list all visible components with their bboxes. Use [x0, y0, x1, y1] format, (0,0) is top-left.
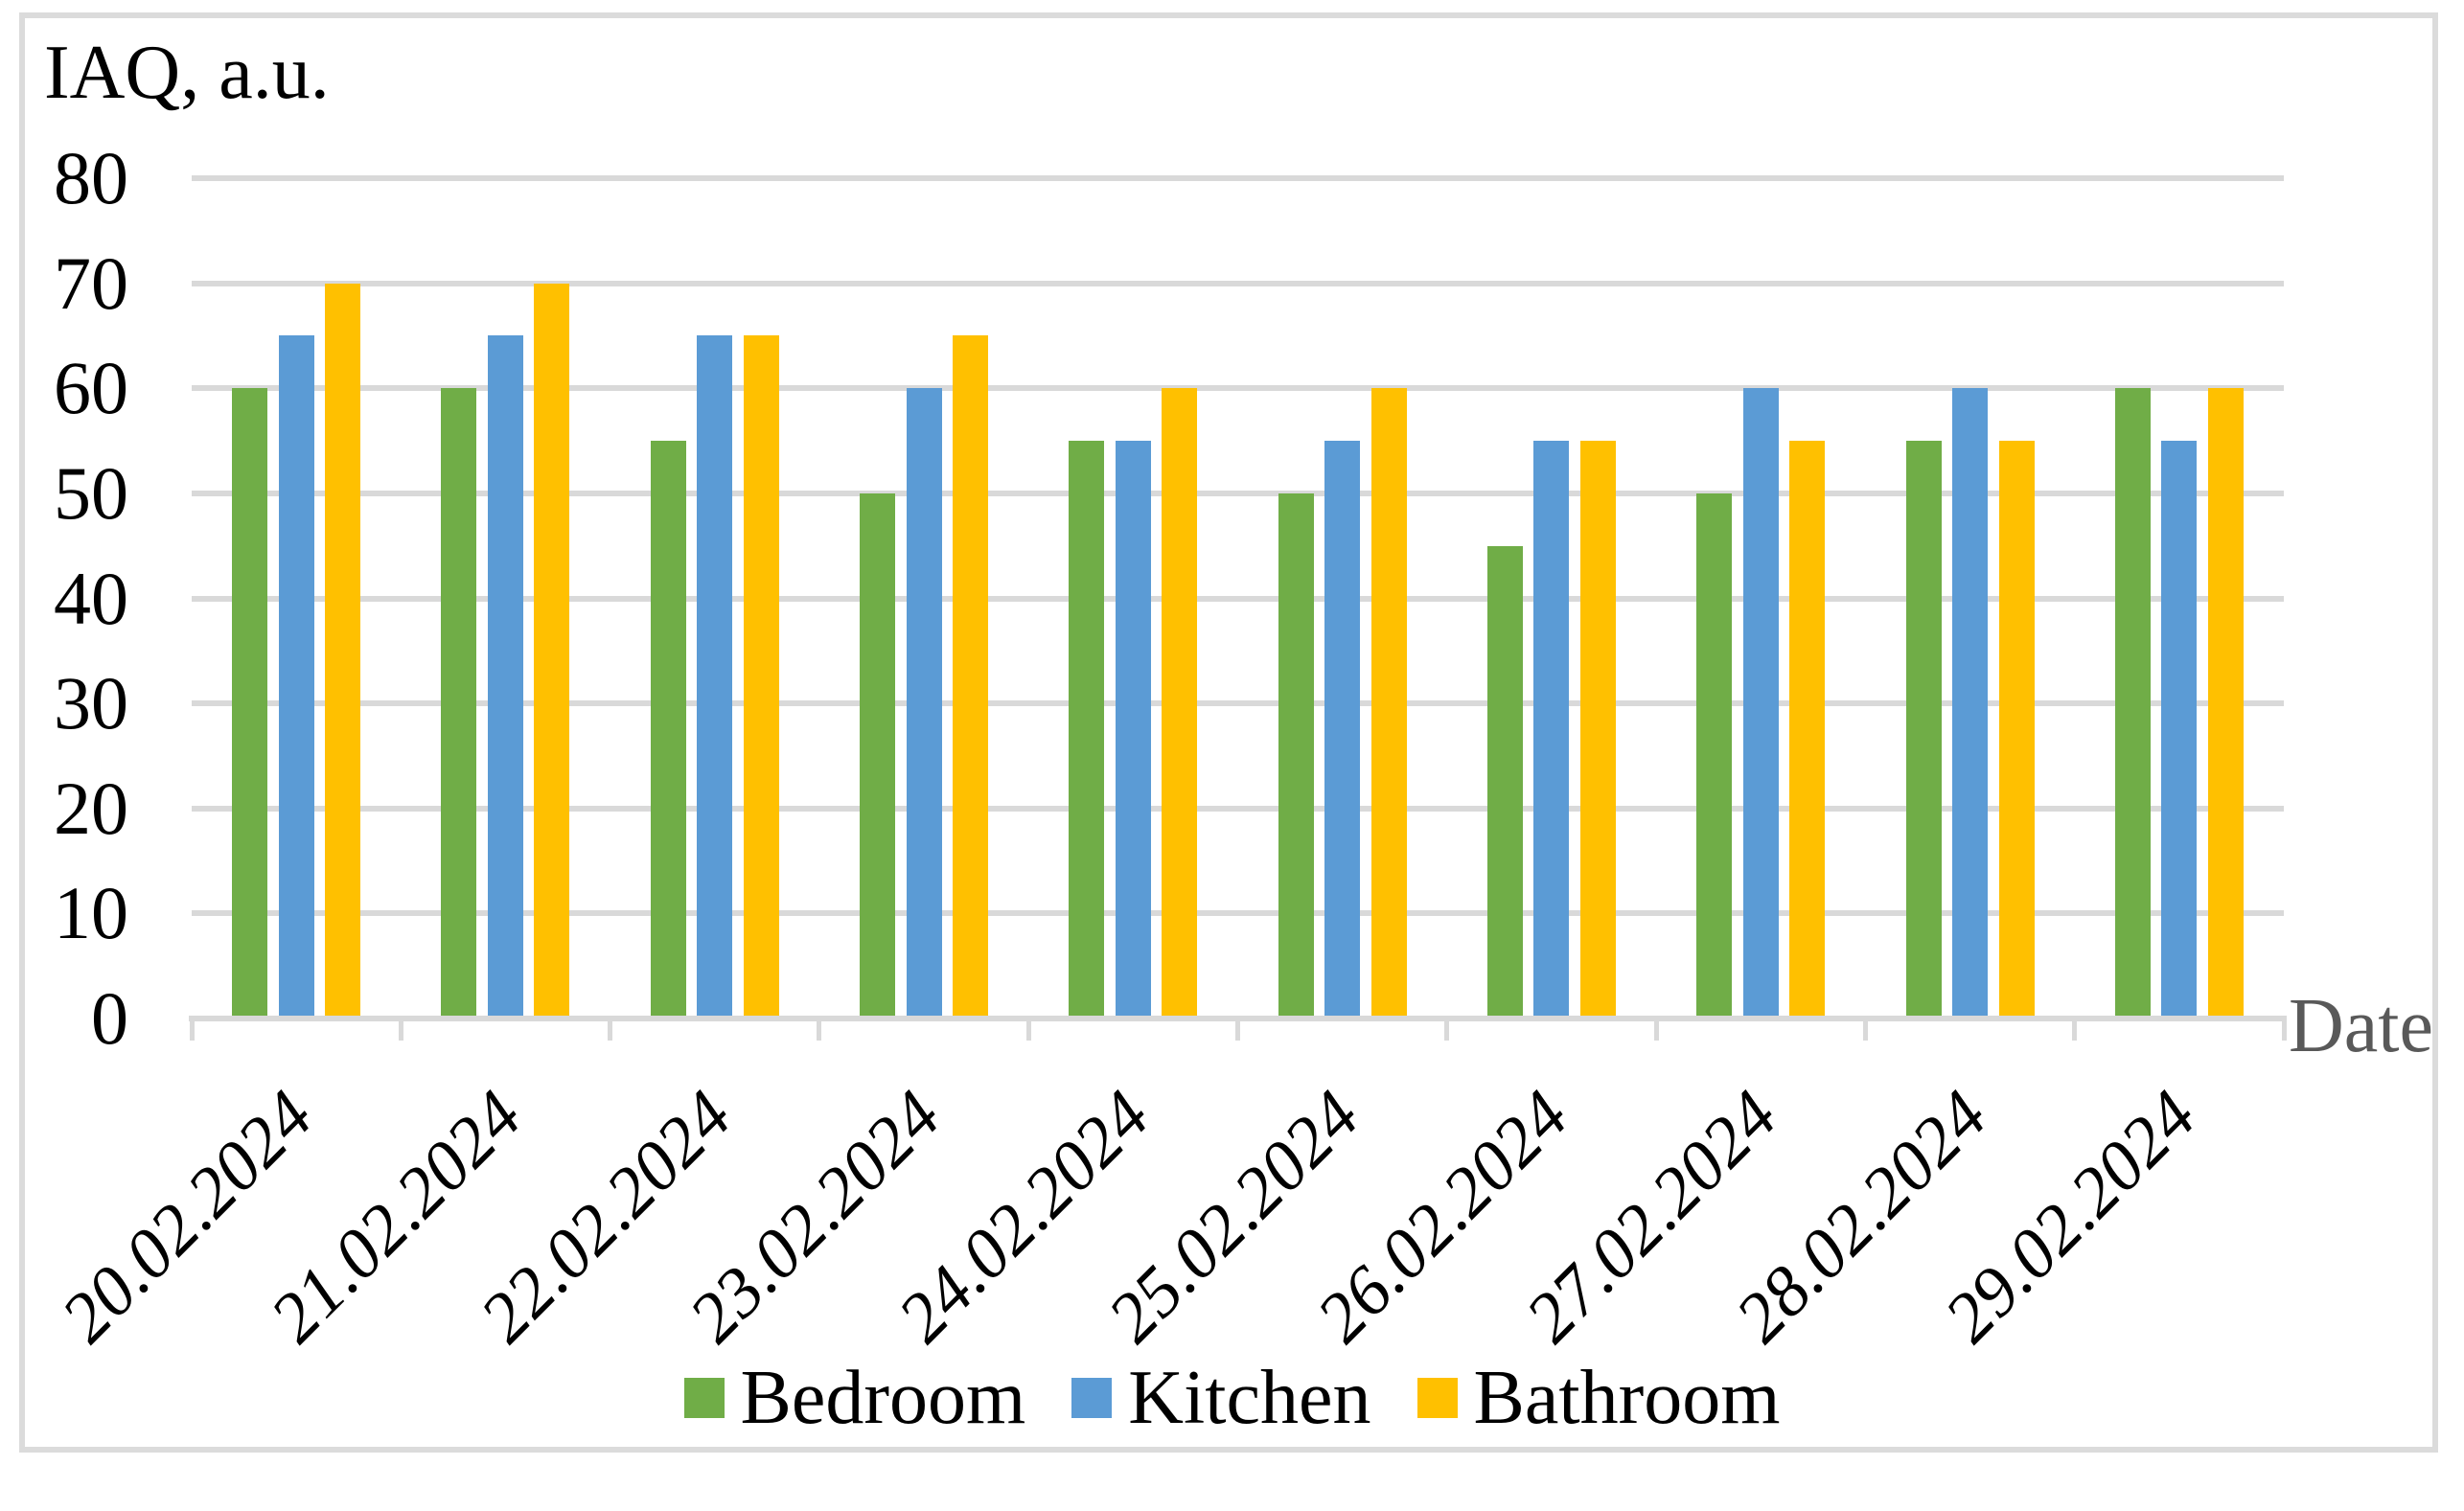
bar-kitchen-22.02.2024	[697, 335, 733, 1019]
legend-item-bedroom: Bedroom	[683, 1356, 1026, 1440]
bar-bedroom-26.02.2024	[1486, 545, 1523, 1019]
gridline	[192, 595, 2284, 602]
y-tick-label: 10	[54, 871, 128, 955]
x-tick-mark	[1444, 1019, 1450, 1041]
bar-bedroom-29.02.2024	[2114, 388, 2151, 1019]
gridline	[192, 280, 2284, 286]
y-tick-label: 80	[54, 136, 128, 219]
gridline	[192, 490, 2284, 496]
x-tick-mark	[2072, 1019, 2078, 1041]
chart-border	[19, 12, 2438, 1453]
bar-kitchen-24.02.2024	[1115, 441, 1151, 1019]
bar-bedroom-25.02.2024	[1278, 492, 1314, 1019]
y-tick-label: 60	[54, 346, 128, 430]
bar-kitchen-27.02.2024	[1742, 388, 1779, 1019]
bar-bathroom-29.02.2024	[2207, 388, 2244, 1019]
bar-bathroom-21.02.2024	[534, 283, 570, 1019]
gridline	[192, 805, 2284, 812]
bar-kitchen-25.02.2024	[1324, 441, 1361, 1019]
x-tick-mark	[1653, 1019, 1659, 1041]
gridline	[192, 175, 2284, 181]
bar-kitchen-28.02.2024	[1952, 388, 1989, 1019]
gridline	[192, 385, 2284, 392]
legend-swatch-bedroom	[683, 1378, 725, 1418]
bar-kitchen-26.02.2024	[1533, 441, 1570, 1019]
y-tick-label: 50	[54, 450, 128, 535]
legend-label: Bathroom	[1473, 1356, 1781, 1440]
legend-swatch-kitchen	[1071, 1378, 1113, 1418]
legend-item-kitchen: Kitchen	[1071, 1356, 1371, 1440]
legend-swatch-bathroom	[1416, 1378, 1458, 1418]
legend-label: Kitchen	[1128, 1356, 1371, 1440]
bar-bedroom-24.02.2024	[1069, 441, 1105, 1019]
bar-bedroom-20.02.2024	[232, 388, 268, 1019]
legend-item-bathroom: Bathroom	[1416, 1356, 1781, 1440]
x-tick-mark	[1862, 1019, 1868, 1041]
x-axis-line	[189, 1016, 2287, 1021]
bar-bathroom-26.02.2024	[1579, 441, 1616, 1019]
x-tick-mark	[1235, 1019, 1240, 1041]
y-tick-label: 20	[54, 766, 128, 850]
bar-bathroom-27.02.2024	[1789, 441, 1826, 1019]
x-tick-mark	[1025, 1019, 1031, 1041]
x-tick-mark	[398, 1019, 403, 1041]
y-tick-label: 30	[54, 661, 128, 745]
x-tick-mark	[817, 1019, 822, 1041]
bar-bedroom-27.02.2024	[1696, 492, 1733, 1019]
gridline	[192, 910, 2284, 917]
x-tick-mark	[608, 1019, 613, 1041]
bar-bathroom-20.02.2024	[325, 283, 361, 1019]
gridline	[192, 700, 2284, 707]
x-tick-mark	[2281, 1019, 2287, 1041]
bar-bedroom-28.02.2024	[1905, 441, 1942, 1019]
y-tick-label: 70	[54, 240, 128, 325]
bar-kitchen-20.02.2024	[278, 335, 314, 1019]
bar-bedroom-22.02.2024	[650, 441, 686, 1019]
bar-kitchen-23.02.2024	[906, 388, 942, 1019]
bar-bedroom-23.02.2024	[860, 492, 896, 1019]
y-axis-title: IAQ, a.u.	[44, 31, 330, 115]
y-tick-label: 0	[91, 976, 128, 1060]
bar-bathroom-22.02.2024	[743, 335, 779, 1019]
bar-bathroom-23.02.2024	[953, 335, 989, 1019]
legend: Bedroom Kitchen Bathroom	[0, 1360, 2464, 1436]
bar-kitchen-21.02.2024	[487, 335, 523, 1019]
x-axis-title: Date	[2289, 984, 2434, 1068]
legend-label: Bedroom	[740, 1356, 1026, 1440]
bar-bathroom-25.02.2024	[1370, 388, 1407, 1019]
y-tick-label: 40	[54, 556, 128, 640]
bar-bathroom-28.02.2024	[1998, 441, 2035, 1019]
bar-kitchen-29.02.2024	[2161, 441, 2198, 1019]
x-tick-mark	[189, 1019, 195, 1041]
bar-bedroom-21.02.2024	[441, 388, 477, 1019]
bar-bathroom-24.02.2024	[1162, 388, 1198, 1019]
